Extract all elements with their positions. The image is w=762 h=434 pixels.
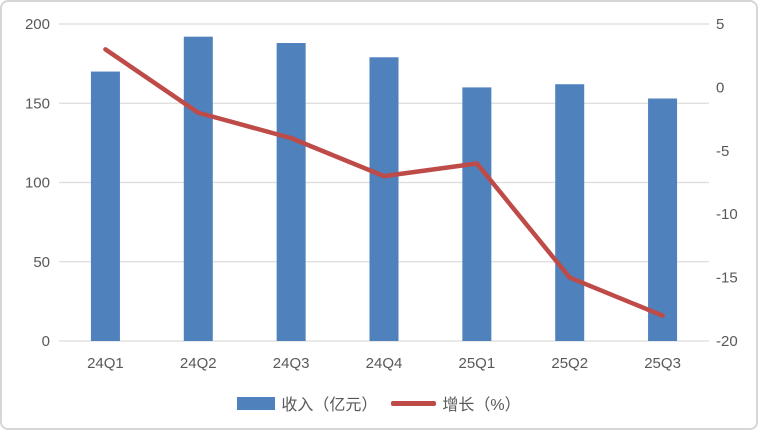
legend-revenue-label: 收入（亿元） <box>281 397 378 414</box>
y-axis-left-tick-label: 200 <box>25 16 50 33</box>
x-axis-category-label: 24Q4 <box>366 355 403 372</box>
revenue-bar <box>462 87 492 342</box>
revenue-bar <box>90 71 120 342</box>
growth-swatch-icon <box>391 400 437 406</box>
x-axis-category-label: 25Q2 <box>551 355 588 372</box>
x-axis-category-label: 24Q2 <box>180 355 217 372</box>
legend: 收入（亿元） 增长（%） <box>2 388 756 418</box>
y-axis-right-tick-label: 5 <box>716 16 724 33</box>
revenue-bar <box>648 98 678 342</box>
growth-line <box>103 47 665 318</box>
y-axis-left-tick-label: 150 <box>25 95 50 112</box>
y-axis-left-tick-label: 100 <box>25 175 50 192</box>
y-axis-right-tick-label: 0 <box>716 79 724 96</box>
legend-item-revenue: 收入（亿元） <box>237 391 377 415</box>
x-axis-category-label: 25Q1 <box>459 355 496 372</box>
legend-growth-label: 增长（%） <box>442 397 521 414</box>
y-axis-right-tick-label: -20 <box>716 333 738 350</box>
y-axis-right-tick-label: -15 <box>716 270 738 287</box>
y-axis-right-tick-label: -10 <box>716 206 738 223</box>
y-axis-left-tick-label: 50 <box>33 254 50 271</box>
y-axis-right-tick-label: -5 <box>716 143 729 160</box>
revenue-bar <box>183 36 213 342</box>
legend-item-growth: 增长（%） <box>391 391 521 415</box>
revenue-bar <box>369 57 399 341</box>
revenue-bar <box>555 84 585 341</box>
x-axis-category-label: 25Q3 <box>644 355 681 372</box>
revenue-swatch-icon <box>237 396 276 410</box>
revenue-bar <box>276 43 306 342</box>
x-axis-category-label: 24Q1 <box>87 355 124 372</box>
x-axis-category-label: 24Q3 <box>273 355 310 372</box>
y-axis-left-tick-label: 0 <box>42 333 50 350</box>
